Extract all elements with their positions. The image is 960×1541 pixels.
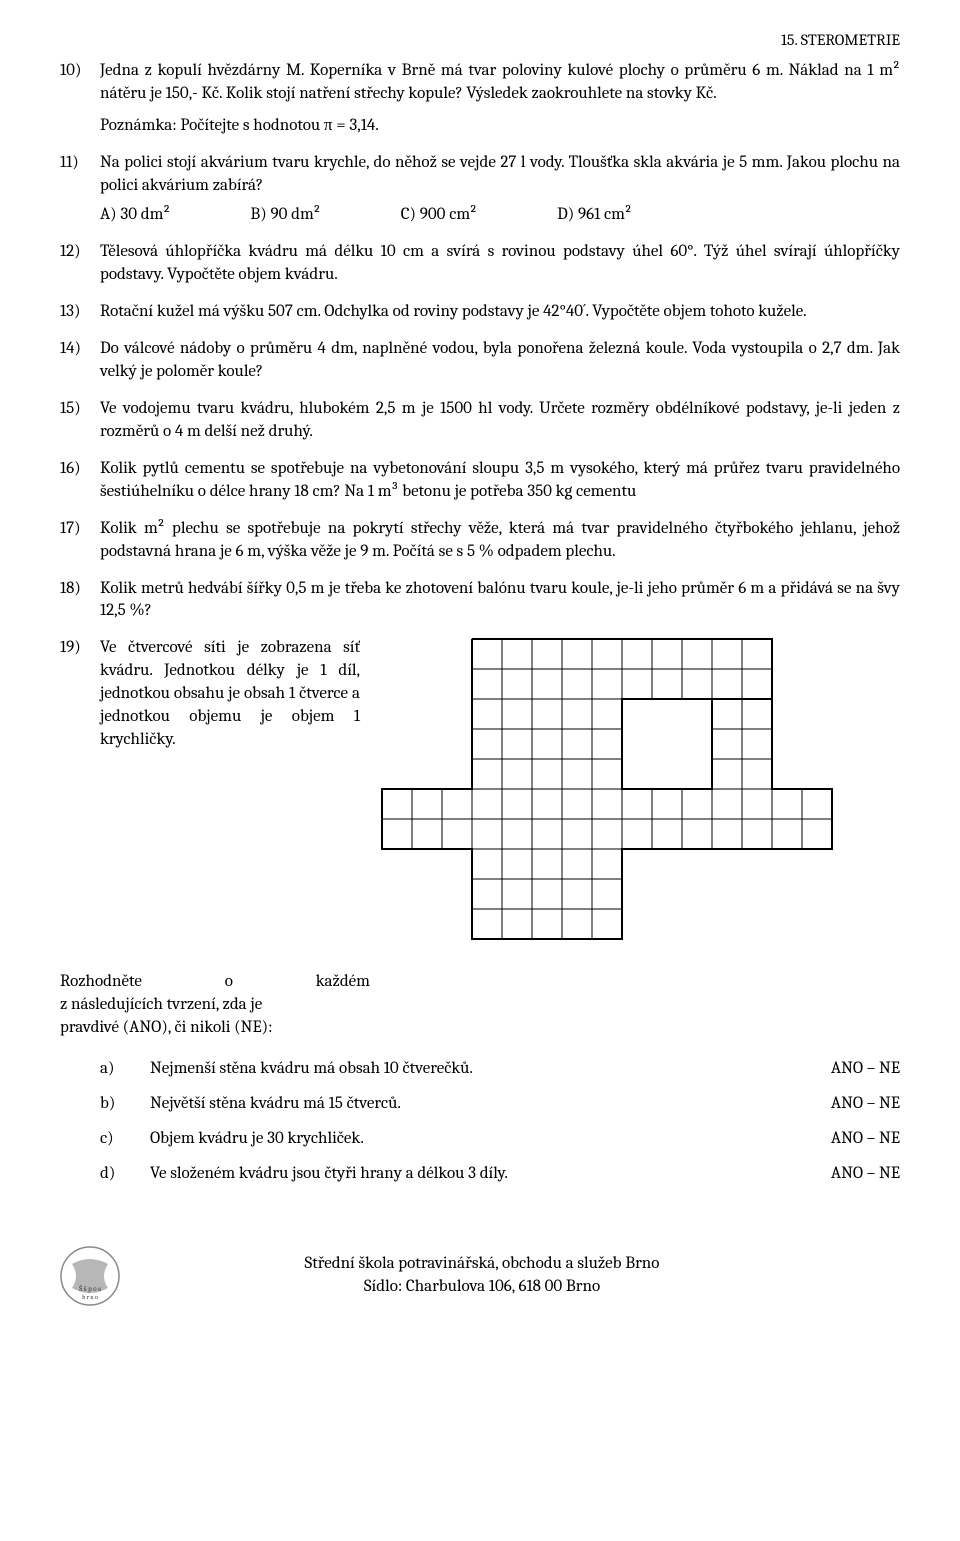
sub-text: Největší stěna kvádru má 15 čtverců.: [150, 1093, 800, 1116]
problem-number: 11): [60, 152, 100, 227]
problem-number: 17): [60, 518, 100, 564]
problem-text: Tělesová úhlopříčka kvádru má délku 10 c…: [100, 241, 900, 287]
sub-text: Ve složeném kvádru jsou čtyři hrany a dé…: [150, 1163, 800, 1186]
sub-item: d)Ve složeném kvádru jsou čtyři hrany a …: [100, 1163, 900, 1186]
sub-answer: ANO – NE: [800, 1093, 900, 1116]
sub-letter: d): [100, 1163, 150, 1186]
problem-number: 16): [60, 458, 100, 504]
svg-text:b r n o: b r n o: [82, 1294, 98, 1301]
problem-number: 18): [60, 578, 100, 624]
sub-item: a)Nejmenší stěna kvádru má obsah 10 čtve…: [100, 1058, 900, 1081]
svg-text:Š š p o s: Š š p o s: [79, 1285, 101, 1293]
sub-letter: c): [100, 1128, 150, 1151]
problem-13: 13)Rotační kužel má výšku 507 cm. Odchyl…: [60, 301, 900, 324]
footer-line2: Sídlo: Charbulova 106, 618 00 Brno: [134, 1276, 830, 1299]
sub-answer: ANO – NE: [800, 1058, 900, 1081]
problem-number: 10): [60, 60, 100, 139]
problem-text: Ve čtvercové síti je zobrazena síť kvádr…: [100, 637, 900, 941]
problem-19-text: Ve čtvercové síti je zobrazena síť kvádr…: [100, 637, 360, 752]
problem-text: Jedna z kopulí hvězdárny M. Koperníka v …: [100, 60, 900, 139]
chapter-header: 15. STEROMETRIE: [60, 30, 900, 52]
problem-number: 13): [60, 301, 100, 324]
decide-w3: každém: [316, 971, 370, 994]
problem-11: 11)Na polici stojí akvárium tvaru krychl…: [60, 152, 900, 227]
problem-choices: A) 30 dm² B) 90 dm² C) 900 cm² D) 961 cm²: [100, 204, 900, 227]
choice: A) 30 dm²: [100, 204, 170, 227]
sub-letter: b): [100, 1093, 150, 1116]
sub-answer: ANO – NE: [800, 1128, 900, 1151]
cuboid-net-diagram: [380, 637, 900, 941]
problem-text: Kolik metrů hedvábí šířky 0,5 m je třeba…: [100, 578, 900, 624]
problem-text: Kolik pytlů cementu se spotřebuje na vyb…: [100, 458, 900, 504]
problem-text: Ve vodojemu tvaru kvádru, hlubokém 2,5 m…: [100, 398, 900, 444]
decide-line3: pravdivé (ANO), či nikoli (NE):: [60, 1017, 370, 1040]
choice: D) 961 cm²: [557, 204, 632, 227]
sub-text: Nejmenší stěna kvádru má obsah 10 čtvere…: [150, 1058, 800, 1081]
problem-note: Poznámka: Počítejte s hodnotou π = 3,14.: [100, 115, 900, 138]
footer: Š š p o s b r n o Střední škola potravin…: [60, 1246, 900, 1306]
footer-line1: Střední škola potravinářská, obchodu a s…: [134, 1253, 830, 1276]
problem-text: Rotační kužel má výšku 507 cm. Odchylka …: [100, 301, 900, 324]
problem-text: Na polici stojí akvárium tvaru krychle, …: [100, 152, 900, 227]
choice: B) 90 dm²: [250, 204, 320, 227]
sub-letter: a): [100, 1058, 150, 1081]
net-svg: [380, 637, 834, 941]
problem-16: 16)Kolik pytlů cementu se spotřebuje na …: [60, 458, 900, 504]
decide-block: Rozhodněte o každém z následujících tvrz…: [60, 971, 370, 1040]
decide-line2: z následujících tvrzení, zda je: [60, 994, 370, 1017]
problem-15: 15)Ve vodojemu tvaru kvádru, hlubokém 2,…: [60, 398, 900, 444]
problem-text: Do válcové nádoby o průměru 4 dm, naplně…: [100, 338, 900, 384]
problem-10: 10)Jedna z kopulí hvězdárny M. Koperníka…: [60, 60, 900, 139]
sub-text: Objem kvádru je 30 krychliček.: [150, 1128, 800, 1151]
problem-17: 17)Kolik m² plechu se spotřebuje na pokr…: [60, 518, 900, 564]
school-logo-icon: Š š p o s b r n o: [60, 1246, 120, 1306]
problem-12: 12)Tělesová úhlopříčka kvádru má délku 1…: [60, 241, 900, 287]
sub-answer: ANO – NE: [800, 1163, 900, 1186]
problem-number: 12): [60, 241, 100, 287]
problem-number: 19): [60, 637, 100, 941]
problem-18: 18)Kolik metrů hedvábí šířky 0,5 m je tř…: [60, 578, 900, 624]
decide-w1: Rozhodněte: [60, 971, 142, 994]
problem-number: 15): [60, 398, 100, 444]
choice: C) 900 cm²: [401, 204, 477, 227]
sub-item: b)Největší stěna kvádru má 15 čtverců.AN…: [100, 1093, 900, 1116]
problem-number: 14): [60, 338, 100, 384]
sub-item: c)Objem kvádru je 30 krychliček.ANO – NE: [100, 1128, 900, 1151]
problem-19: 19)Ve čtvercové síti je zobrazena síť kv…: [60, 637, 900, 941]
problem-14: 14)Do válcové nádoby o průměru 4 dm, nap…: [60, 338, 900, 384]
problem-text: Kolik m² plechu se spotřebuje na pokrytí…: [100, 518, 900, 564]
decide-w2: o: [225, 971, 233, 994]
